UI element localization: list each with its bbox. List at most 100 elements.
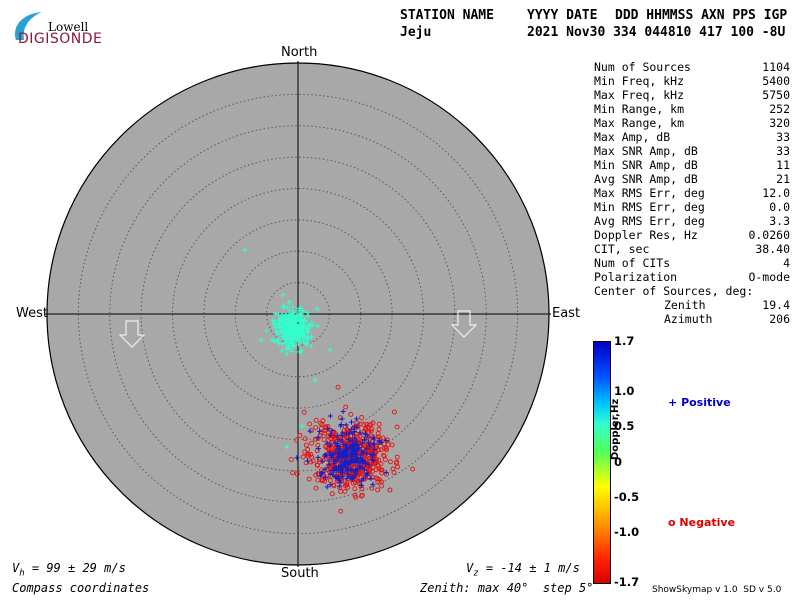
data-point-positive — [333, 473, 339, 479]
data-point-negative — [322, 425, 328, 431]
stat-row: Max Freq, kHz 5750 — [594, 88, 790, 102]
data-point-positive — [288, 340, 294, 346]
data-point-positive — [351, 435, 357, 441]
data-point-positive — [315, 446, 321, 452]
logo-lowell: Lowell — [48, 20, 89, 34]
data-point-negative — [301, 409, 307, 415]
data-point-negative — [387, 459, 393, 465]
header-station-value: Jeju — [400, 25, 432, 40]
data-point-positive — [350, 475, 356, 481]
data-point-negative — [290, 470, 295, 476]
data-point-positive — [290, 304, 296, 310]
data-point-negative — [313, 417, 319, 423]
stat-row: Min Range, km 252 — [594, 102, 790, 116]
data-point-positive — [369, 452, 375, 458]
data-point-negative — [370, 464, 376, 470]
data-point-negative — [379, 470, 385, 476]
stat-row: Center of Sources, deg: — [594, 284, 790, 298]
data-point-negative — [381, 453, 387, 459]
stat-value: 33 — [776, 144, 790, 158]
stat-key: Min SNR Amp, dB — [594, 158, 698, 172]
data-point-negative — [369, 426, 375, 432]
doppler-colorbar — [593, 341, 611, 584]
stat-row: Doppler Res, Hz 0.0260 — [594, 228, 790, 242]
data-point-positive — [290, 309, 296, 315]
data-point-positive — [342, 453, 348, 459]
data-point-negative — [343, 482, 349, 488]
stat-row: Min Freq, kHz 5400 — [594, 74, 790, 88]
data-point-positive — [357, 464, 363, 470]
data-point-negative — [305, 447, 311, 452]
stat-row: Max RMS Err, deg 12.0 — [594, 186, 790, 200]
east-arrow — [450, 310, 478, 338]
data-point-positive — [349, 419, 355, 425]
data-point-positive — [307, 428, 313, 434]
stat-key: Avg RMS Err, deg — [594, 214, 705, 228]
data-point-positive — [377, 438, 383, 444]
data-point-positive — [274, 329, 280, 335]
stat-key: Max SNR Amp, dB — [594, 144, 698, 158]
stat-value: 1104 — [762, 60, 790, 74]
data-point-negative — [394, 459, 400, 465]
header-record-value: 2021 Nov30 334 044810 417 100 -8U — [527, 25, 786, 40]
data-point-positive — [324, 452, 330, 458]
stat-key: Max Amp, dB — [594, 130, 671, 144]
header-label-date: YYYY DATE — [527, 8, 598, 23]
data-point-negative — [308, 459, 314, 465]
stat-value: 33 — [776, 130, 790, 144]
data-point-negative — [322, 428, 328, 434]
stat-value: 38.40 — [755, 242, 790, 256]
data-point-positive — [287, 307, 293, 313]
stat-value: 21 — [776, 172, 790, 186]
data-point-positive — [298, 348, 304, 354]
data-point-negative — [384, 437, 390, 443]
stat-value: 0.0 — [769, 200, 790, 214]
stat-value: 19.4 — [762, 298, 790, 312]
data-point-positive — [368, 475, 374, 481]
data-point-positive — [300, 317, 306, 323]
data-point-positive — [315, 323, 321, 329]
stat-key: Num of Sources — [594, 60, 691, 74]
data-point-positive — [334, 433, 340, 439]
stat-key: Num of CITs — [594, 256, 671, 270]
data-point-positive — [383, 469, 389, 475]
data-point-negative — [309, 440, 315, 446]
data-point-positive — [285, 316, 291, 322]
data-point-negative — [329, 445, 335, 451]
data-point-negative — [342, 483, 348, 488]
data-point-positive — [292, 316, 298, 322]
data-point-positive — [327, 450, 333, 456]
data-point-positive — [359, 448, 365, 454]
data-point-positive — [338, 423, 344, 429]
data-point-positive — [280, 292, 286, 298]
data-point-positive — [294, 455, 300, 461]
data-point-negative — [323, 444, 329, 449]
data-point-positive — [346, 474, 352, 480]
data-point-positive — [258, 337, 264, 343]
data-point-positive — [351, 442, 357, 448]
data-point-positive — [343, 476, 349, 482]
data-point-negative — [297, 432, 303, 438]
data-point-positive — [324, 440, 330, 446]
data-point-negative — [378, 461, 384, 467]
data-point-positive — [282, 340, 288, 346]
data-point-negative — [387, 487, 393, 493]
data-point-positive — [361, 476, 367, 482]
data-point-positive — [324, 484, 330, 490]
data-point-positive — [354, 416, 360, 422]
data-point-positive — [359, 458, 365, 464]
data-point-positive — [289, 348, 295, 354]
colorbar-tick: 0 — [614, 454, 623, 469]
data-point-positive — [312, 377, 318, 383]
data-point-negative — [376, 421, 382, 427]
stat-row: Avg SNR Amp, dB 21 — [594, 172, 790, 186]
data-point-negative — [322, 430, 328, 436]
data-point-positive — [325, 426, 331, 432]
header-label-station: STATION NAME — [400, 8, 494, 23]
data-point-positive — [288, 314, 294, 320]
data-point-positive — [336, 437, 342, 443]
data-point-positive — [281, 330, 287, 336]
data-point-positive — [269, 336, 275, 342]
stat-value: 320 — [769, 116, 790, 130]
data-point-positive — [355, 446, 361, 452]
